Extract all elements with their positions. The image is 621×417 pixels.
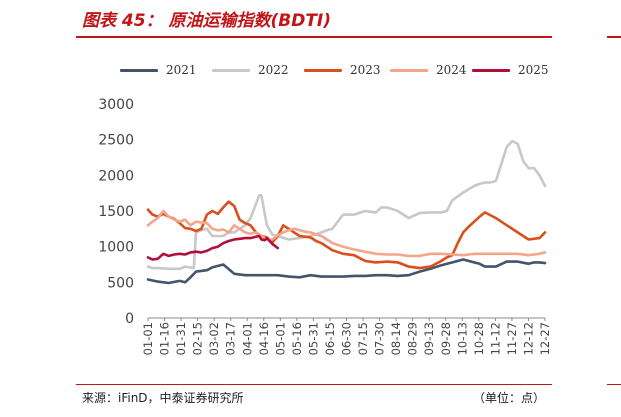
legend-swatch-2021 bbox=[120, 68, 158, 72]
legend-swatch-2025 bbox=[472, 68, 510, 72]
x-tick-label: 01-01 bbox=[141, 322, 155, 355]
x-tick-label: 09-28 bbox=[439, 322, 453, 355]
legend-item-2024: 2024 bbox=[390, 60, 467, 80]
legend-item-2021: 2021 bbox=[120, 60, 197, 80]
legend-label-2023: 2023 bbox=[350, 63, 381, 77]
x-tick-label: 08-29 bbox=[406, 322, 420, 355]
legend-swatch-2023 bbox=[304, 68, 342, 72]
series-line-2021 bbox=[146, 258, 547, 285]
figure-title: 图表 45： 原油运输指数(BDTI) bbox=[82, 11, 332, 31]
x-tick-label: 05-16 bbox=[290, 322, 304, 355]
series-line-2023 bbox=[146, 200, 547, 270]
x-tick-label: 05-01 bbox=[273, 322, 287, 355]
legend-label-2021: 2021 bbox=[166, 63, 197, 77]
x-tick-label: 12-12 bbox=[521, 322, 535, 355]
x-tick-label: 10-13 bbox=[455, 322, 469, 355]
legend-swatch-2024 bbox=[390, 68, 428, 72]
x-tick-label: 04-16 bbox=[257, 322, 271, 355]
x-tick-label: 10-28 bbox=[472, 322, 486, 355]
legend-label-2022: 2022 bbox=[258, 63, 289, 77]
x-tick-label: 11-27 bbox=[505, 322, 519, 355]
y-tick-label: 0 bbox=[125, 311, 134, 327]
legend-item-2023: 2023 bbox=[304, 60, 381, 80]
y-tick-label: 1000 bbox=[98, 240, 134, 256]
x-tick-label: 02-15 bbox=[191, 322, 205, 355]
x-tick-label: 11-12 bbox=[488, 322, 502, 355]
x-tick-label: 01-31 bbox=[174, 322, 188, 355]
legend-label-2025: 2025 bbox=[518, 63, 549, 77]
x-tick-label: 09-13 bbox=[422, 322, 436, 355]
series-line-2022 bbox=[146, 139, 547, 271]
series-layer bbox=[146, 139, 547, 285]
x-tick-label: 08-14 bbox=[389, 322, 403, 355]
x-tick-label: 07-30 bbox=[373, 322, 387, 355]
series-line-2025 bbox=[146, 234, 280, 261]
title-rule-fragment bbox=[607, 36, 621, 38]
y-tick-label: 2500 bbox=[98, 133, 134, 149]
legend-label-2024: 2024 bbox=[436, 63, 467, 77]
title-rule bbox=[76, 36, 552, 38]
source-note: 来源：iFinD，中泰证券研究所 bbox=[82, 391, 244, 405]
y-tick-label: 2000 bbox=[98, 168, 134, 184]
x-tick-label: 06-15 bbox=[323, 322, 337, 355]
legend-swatch-2022 bbox=[212, 68, 250, 72]
footer-rule bbox=[76, 384, 552, 385]
y-tick-label: 3000 bbox=[98, 97, 134, 113]
x-axis: 01-01 01-16 01-31 02-15 03-02 03-17 04-01 04-16… bbox=[141, 317, 552, 355]
footer-rule-fragment bbox=[607, 384, 621, 385]
y-axis: 0 500 1000 1500 2000 2500 3000 bbox=[98, 97, 134, 327]
x-tick-label: 03-02 bbox=[207, 322, 221, 355]
x-tick-label: 06-30 bbox=[340, 322, 354, 355]
y-tick-label: 1500 bbox=[98, 204, 134, 220]
series-line-2024 bbox=[146, 209, 547, 258]
x-tick-label: 04-01 bbox=[240, 322, 254, 355]
x-tick-label: 07-15 bbox=[356, 322, 370, 355]
x-tick-label: 01-16 bbox=[158, 322, 172, 355]
legend-item-2022: 2022 bbox=[212, 60, 289, 80]
legend-item-2025: 2025 bbox=[472, 60, 549, 80]
x-tick-label: 12-27 bbox=[538, 322, 552, 355]
chart-legend: 2021 2022 2023 2024 2025 bbox=[120, 60, 560, 80]
x-tick-label: 03-17 bbox=[224, 322, 238, 355]
y-tick-label: 500 bbox=[107, 275, 134, 291]
x-tick-label: 05-31 bbox=[306, 322, 320, 355]
unit-note: （单位：点） bbox=[472, 391, 545, 405]
